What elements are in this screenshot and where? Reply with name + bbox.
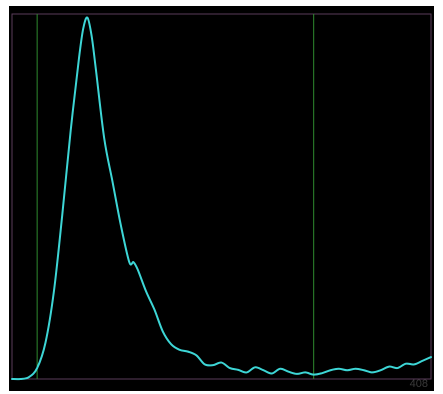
corner-label: 408 — [409, 378, 428, 390]
histogram-curve — [11, 16, 432, 381]
histogram-plot — [11, 13, 432, 381]
plot-area: 408 — [9, 6, 434, 391]
plot-border — [11, 13, 432, 380]
marker-layer — [36, 14, 315, 379]
